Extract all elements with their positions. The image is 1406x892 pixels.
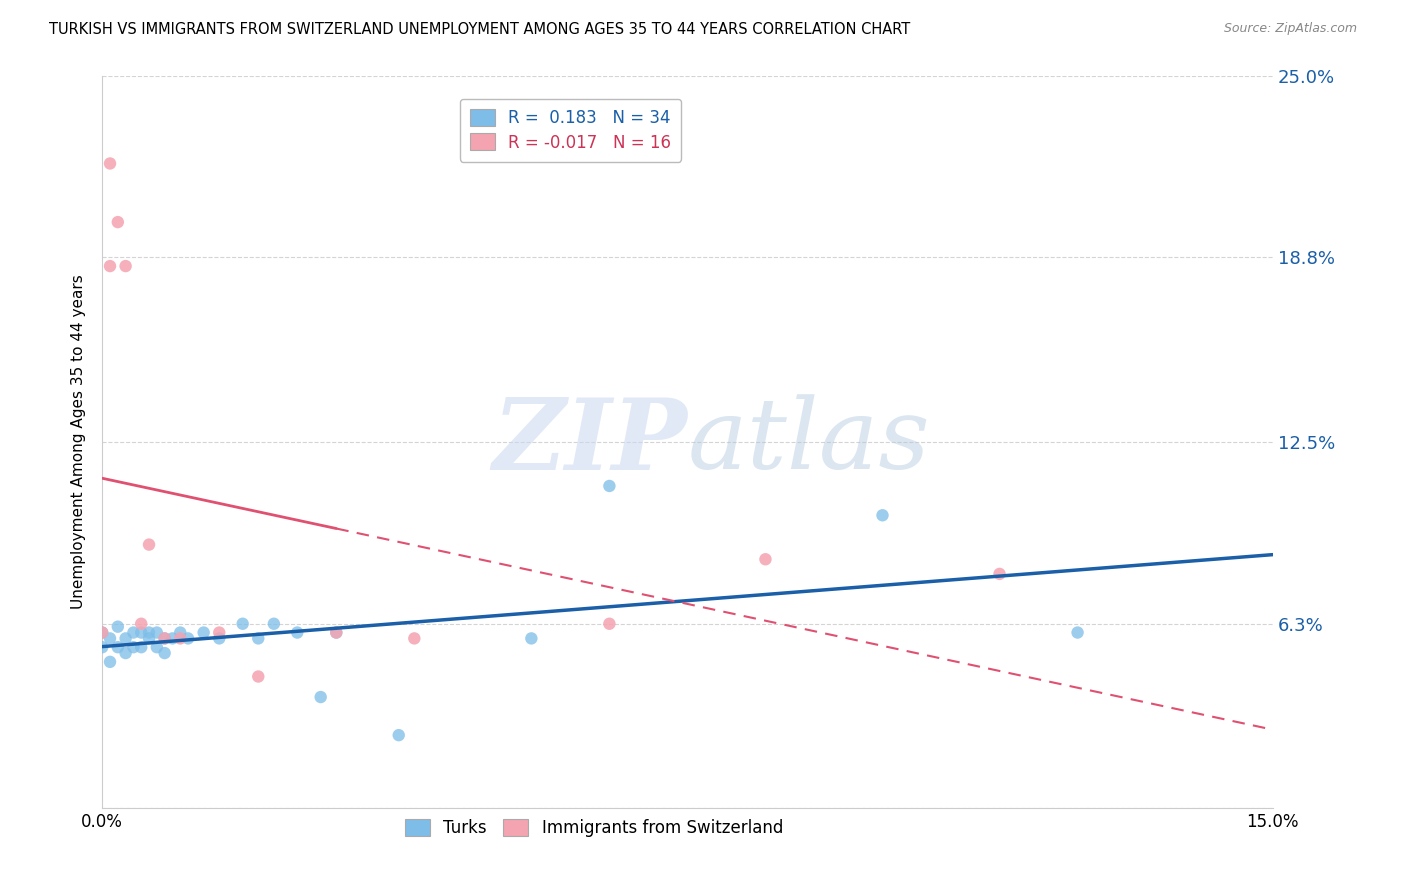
Point — [754, 552, 776, 566]
Point — [91, 625, 114, 640]
Point — [988, 566, 1011, 581]
Point — [114, 646, 136, 660]
Point — [325, 625, 347, 640]
Text: atlas: atlas — [688, 394, 931, 490]
Legend: Turks, Immigrants from Switzerland: Turks, Immigrants from Switzerland — [398, 813, 790, 844]
Point — [129, 616, 152, 631]
Point — [107, 640, 129, 655]
Point — [404, 632, 426, 646]
Point — [98, 259, 121, 273]
Point — [325, 625, 347, 640]
Point — [872, 508, 894, 523]
Point — [114, 632, 136, 646]
Point — [107, 620, 129, 634]
Point — [520, 632, 543, 646]
Point — [169, 632, 191, 646]
Point — [153, 632, 176, 646]
Point — [177, 632, 200, 646]
Point — [162, 632, 184, 646]
Point — [129, 625, 152, 640]
Point — [146, 640, 169, 655]
Point — [146, 625, 169, 640]
Point — [138, 625, 160, 640]
Point — [107, 215, 129, 229]
Point — [153, 632, 176, 646]
Text: ZIP: ZIP — [492, 393, 688, 491]
Point — [98, 655, 121, 669]
Point — [98, 156, 121, 170]
Point — [122, 625, 145, 640]
Point — [193, 625, 215, 640]
Point — [169, 625, 191, 640]
Point — [1066, 625, 1088, 640]
Point — [232, 616, 254, 631]
Y-axis label: Unemployment Among Ages 35 to 44 years: Unemployment Among Ages 35 to 44 years — [72, 275, 86, 609]
Point — [98, 632, 121, 646]
Point — [598, 479, 620, 493]
Point — [263, 616, 285, 631]
Point — [285, 625, 308, 640]
Point — [138, 538, 160, 552]
Text: TURKISH VS IMMIGRANTS FROM SWITZERLAND UNEMPLOYMENT AMONG AGES 35 TO 44 YEARS CO: TURKISH VS IMMIGRANTS FROM SWITZERLAND U… — [49, 22, 911, 37]
Point — [153, 646, 176, 660]
Point — [208, 632, 231, 646]
Point — [208, 625, 231, 640]
Point — [114, 259, 136, 273]
Point — [91, 625, 114, 640]
Point — [129, 640, 152, 655]
Point — [309, 690, 332, 704]
Point — [91, 640, 114, 655]
Point — [138, 632, 160, 646]
Point — [247, 669, 270, 683]
Point — [247, 632, 270, 646]
Text: Source: ZipAtlas.com: Source: ZipAtlas.com — [1223, 22, 1357, 36]
Point — [122, 640, 145, 655]
Point — [598, 616, 620, 631]
Point — [388, 728, 411, 742]
